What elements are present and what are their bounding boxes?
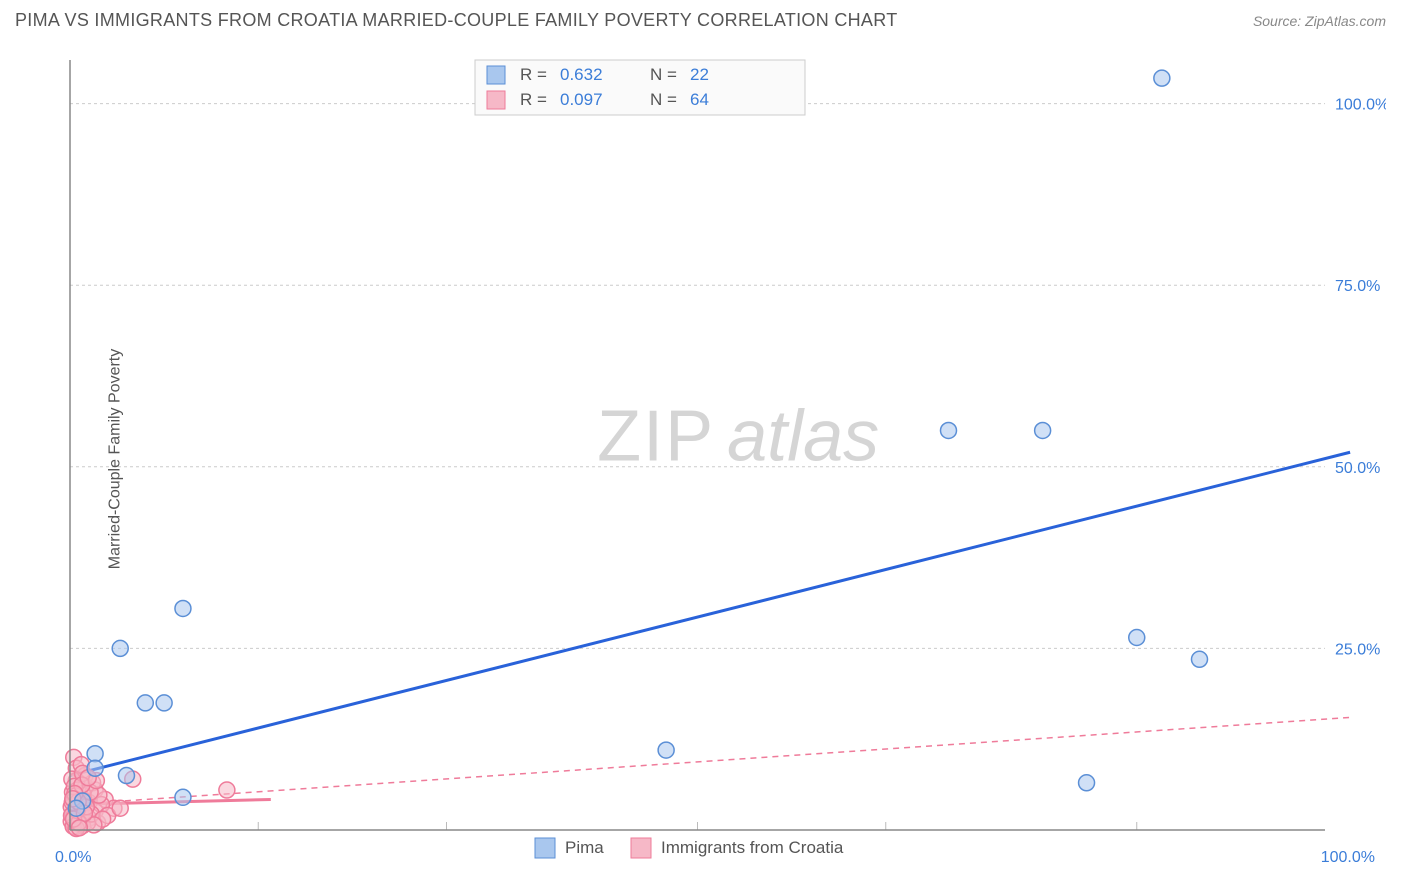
data-point [175,600,191,616]
data-point [1129,630,1145,646]
y-axis-label: Married-Couple Family Poverty [106,348,124,569]
legend-label: Pima [565,838,604,857]
data-point [156,695,172,711]
data-point [1035,422,1051,438]
data-point [112,640,128,656]
legend-swatch [487,91,505,109]
data-point [1079,775,1095,791]
x-tick-label: 100.0% [1321,849,1375,866]
trend-line [70,452,1350,775]
data-point [1154,70,1170,86]
y-tick-label: 100.0% [1335,97,1386,114]
stat-n-label: N = [650,90,677,109]
stat-n-value: 22 [690,65,709,84]
watermark: ZIP [597,396,715,476]
y-tick-label: 50.0% [1335,460,1380,477]
data-point [87,746,103,762]
data-point [175,789,191,805]
data-point [71,820,87,836]
data-point [112,800,128,816]
legend-label: Immigrants from Croatia [661,838,844,857]
x-tick-label: 0.0% [55,849,91,866]
data-point [658,742,674,758]
stat-r-value: 0.632 [560,65,603,84]
stat-n-value: 64 [690,90,709,109]
y-tick-label: 25.0% [1335,641,1380,658]
stat-r-value: 0.097 [560,90,603,109]
data-point [118,768,134,784]
stat-r-label: R = [520,65,547,84]
chart-container: Married-Couple Family Poverty 25.0% 50.0%… [15,45,1386,872]
chart-header: PIMA VS IMMIGRANTS FROM CROATIA MARRIED-… [0,0,1406,31]
legend-swatch [535,838,555,858]
stat-n-label: N = [650,65,677,84]
stat-r-label: R = [520,90,547,109]
trend-line [70,717,1350,804]
data-point [941,422,957,438]
watermark: atlas [727,396,879,476]
data-point [1192,651,1208,667]
data-point [219,782,235,798]
legend-swatch [631,838,651,858]
source-attribution: Source: ZipAtlas.com [1253,13,1386,29]
data-point [137,695,153,711]
chart-title: PIMA VS IMMIGRANTS FROM CROATIA MARRIED-… [15,10,898,31]
data-point [87,760,103,776]
scatter-chart: 25.0% 50.0% 75.0% 100.0% ZIPatlas 0.0% 100.0% R… [15,45,1386,872]
legend-swatch [487,66,505,84]
y-tick-label: 75.0% [1335,278,1380,295]
